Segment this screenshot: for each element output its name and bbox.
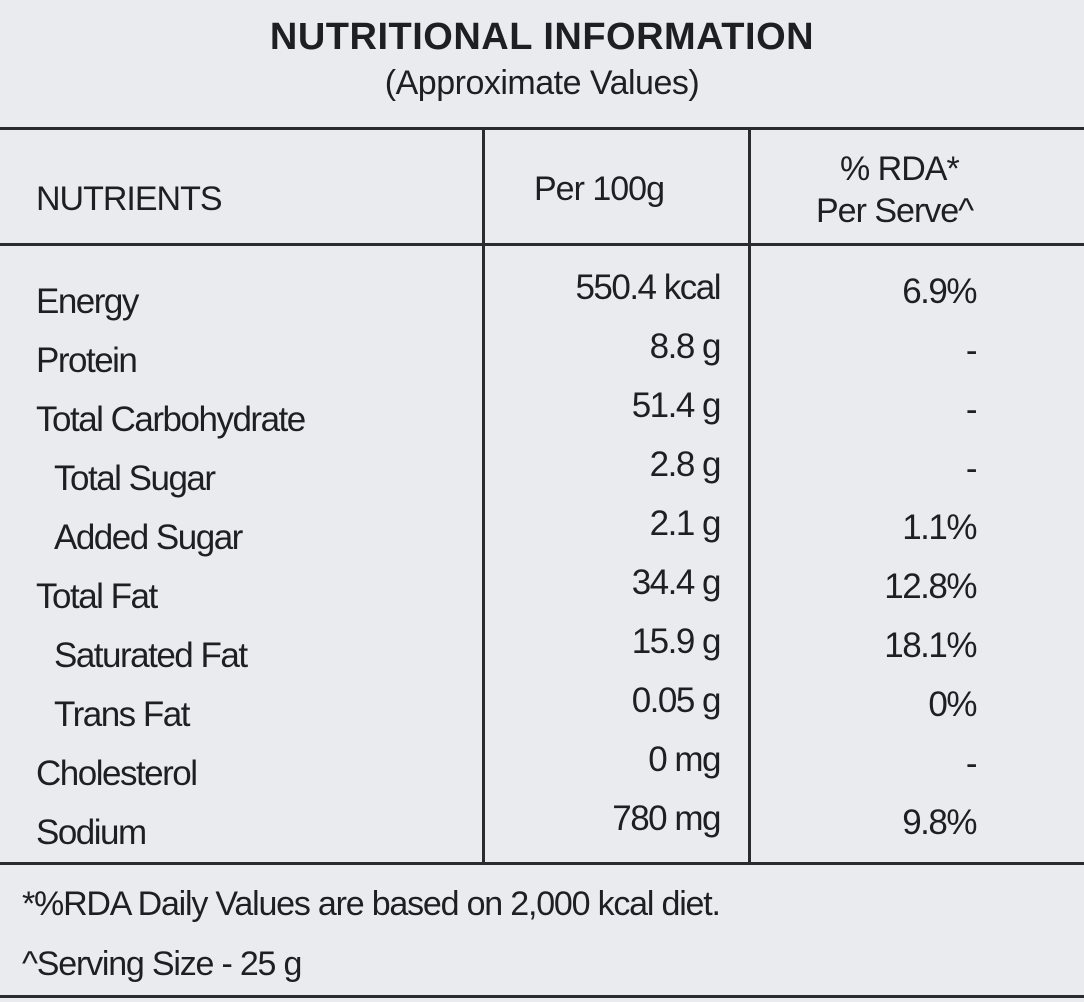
rda-value: 6.9% (902, 272, 977, 311)
table-row: Trans Fat 0.05 g 0% (0, 681, 1084, 753)
table-row: Total Sugar 2.8 g - (0, 445, 1084, 517)
divider-bottom (0, 995, 1084, 998)
per-100g-value: 2.1 g (649, 504, 722, 543)
header-per100g: Per 100g (534, 170, 665, 208)
table-row: Saturated Fat 15.9 g 18.1% (0, 622, 1084, 694)
rda-value: 0% (928, 685, 977, 724)
rda-value: - (965, 449, 978, 488)
table-row: Added Sugar 2.1 g 1.1% (0, 504, 1084, 576)
per-100g-value: 2.8 g (649, 445, 722, 484)
rda-value: - (965, 390, 978, 429)
column-divider-1 (482, 128, 485, 864)
divider-header (0, 243, 1084, 246)
page-subtitle: (Approximate Values) (384, 64, 700, 102)
header-rda-line2: Per Serve^ (816, 192, 974, 230)
header-nutrients: NUTRIENTS (36, 180, 223, 218)
nutrient-name: Protein (36, 341, 138, 380)
nutrient-name: Trans Fat (54, 695, 190, 734)
rda-value: - (965, 331, 978, 370)
nutrient-name: Total Carbohydrate (36, 400, 306, 439)
per-100g-value: 15.9 g (631, 622, 722, 661)
nutrient-name: Total Sugar (54, 459, 216, 498)
rda-value: 18.1% (884, 626, 977, 665)
nutrient-name: Energy (36, 282, 139, 321)
divider-footer (0, 862, 1084, 865)
nutrient-name: Sodium (36, 813, 147, 852)
page-title: NUTRITIONAL INFORMATION (269, 16, 815, 58)
table-row: Total Fat 34.4 g 12.8% (0, 563, 1084, 635)
divider-top (0, 127, 1084, 130)
per-100g-value: 0 mg (648, 740, 721, 779)
nutrient-name: Cholesterol (36, 754, 198, 793)
header-rda-line1: % RDA* (840, 150, 960, 188)
table-row: Protein 8.8 g - (0, 327, 1084, 399)
rda-value: 12.8% (884, 567, 977, 606)
per-100g-value: 550.4 kcal (575, 268, 721, 307)
per-100g-value: 0.05 g (631, 681, 722, 720)
per-100g-value: 51.4 g (631, 386, 722, 425)
table-row: Sodium 780 mg 9.8% (0, 799, 1084, 871)
nutrient-name: Saturated Fat (54, 636, 248, 675)
rda-value: - (965, 744, 978, 783)
per-100g-value: 34.4 g (631, 563, 722, 602)
footnote-serving: ^Serving Size - 25 g (22, 945, 302, 983)
table-row: Total Carbohydrate 51.4 g - (0, 386, 1084, 458)
rda-value: 1.1% (902, 508, 977, 547)
per-100g-value: 8.8 g (649, 327, 722, 366)
footnote-rda: *%RDA Daily Values are based on 2,000 kc… (22, 885, 721, 923)
nutrient-name: Total Fat (36, 577, 158, 616)
per-100g-value: 780 mg (612, 799, 721, 838)
rda-value: 9.8% (902, 803, 977, 842)
table-row: Energy 550.4 kcal 6.9% (0, 268, 1084, 340)
column-divider-2 (748, 128, 751, 864)
nutrient-name: Added Sugar (54, 518, 243, 557)
table-row: Cholesterol 0 mg - (0, 740, 1084, 812)
